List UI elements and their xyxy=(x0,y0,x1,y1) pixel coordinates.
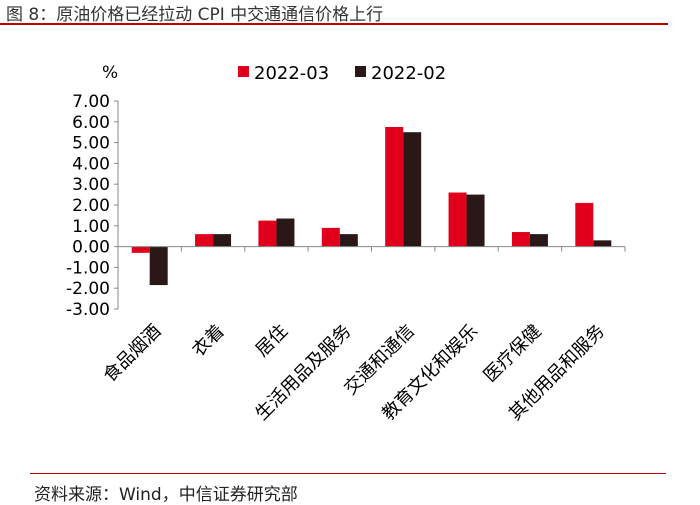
y-tick-label: -2.00 xyxy=(66,279,110,299)
category-label: 食品烟酒 xyxy=(99,321,165,387)
category-label: 衣着 xyxy=(188,321,228,361)
figure-title: 图 8：原油价格已经拉动 CPI 中交通通信价格上行 xyxy=(6,5,384,25)
y-tick-label: 6.00 xyxy=(72,113,110,133)
y-tick-label: 2.00 xyxy=(72,196,110,216)
bars xyxy=(131,127,612,286)
y-axis: 7.006.005.004.003.002.001.000.00-1.00-2.… xyxy=(66,92,119,320)
legend-label-2022-02: 2022-02 xyxy=(371,63,446,84)
title-divider xyxy=(0,23,668,25)
bar-2022-02-衣着 xyxy=(213,234,232,247)
bar-2022-03-生活用品及服务 xyxy=(321,227,340,247)
bar-2022-02-交通和通信 xyxy=(403,132,422,247)
bar-2022-03-教育文化和娱乐 xyxy=(448,192,467,247)
legend-swatch-2022-02 xyxy=(355,66,366,77)
y-tick-label: 4.00 xyxy=(72,154,110,174)
y-tick-label: 0.00 xyxy=(72,238,110,258)
category-label: 居住 xyxy=(252,321,292,361)
bar-2022-03-衣着 xyxy=(195,234,214,247)
y-tick-label: -1.00 xyxy=(66,258,110,278)
legend: 2022-03 2022-02 xyxy=(238,63,446,84)
y-tick-label: -3.00 xyxy=(66,300,110,320)
source-divider xyxy=(30,473,666,474)
bar-2022-02-医疗保健 xyxy=(529,234,548,247)
y-tick-label: 5.00 xyxy=(72,134,110,154)
bar-2022-03-交通和通信 xyxy=(385,127,404,247)
y-tick-label: 3.00 xyxy=(72,175,110,195)
legend-label-2022-03: 2022-03 xyxy=(254,63,329,84)
bar-2022-02-教育文化和娱乐 xyxy=(466,194,485,247)
bar-2022-03-食品烟酒 xyxy=(131,246,150,253)
bar-2022-02-居住 xyxy=(276,218,295,247)
x-axis xyxy=(118,246,626,252)
source-note: 资料来源：Wind，中信证券研究部 xyxy=(34,485,298,505)
bar-2022-03-居住 xyxy=(258,220,277,247)
y-axis-unit: % xyxy=(102,63,118,83)
bar-2022-02-生活用品及服务 xyxy=(339,234,358,247)
bar-2022-02-其他用品和服务 xyxy=(593,240,612,247)
bar-chart: % 2022-03 2022-02 7.006.005.004.003.002.0… xyxy=(66,63,626,425)
y-tick-label: 1.00 xyxy=(72,217,110,237)
bar-2022-03-其他用品和服务 xyxy=(575,202,594,247)
y-tick-label: 7.00 xyxy=(72,92,110,112)
bar-2022-02-食品烟酒 xyxy=(149,246,168,286)
bar-2022-03-医疗保健 xyxy=(511,232,530,247)
legend-swatch-2022-03 xyxy=(238,66,249,77)
category-label: 医疗保健 xyxy=(480,321,546,387)
